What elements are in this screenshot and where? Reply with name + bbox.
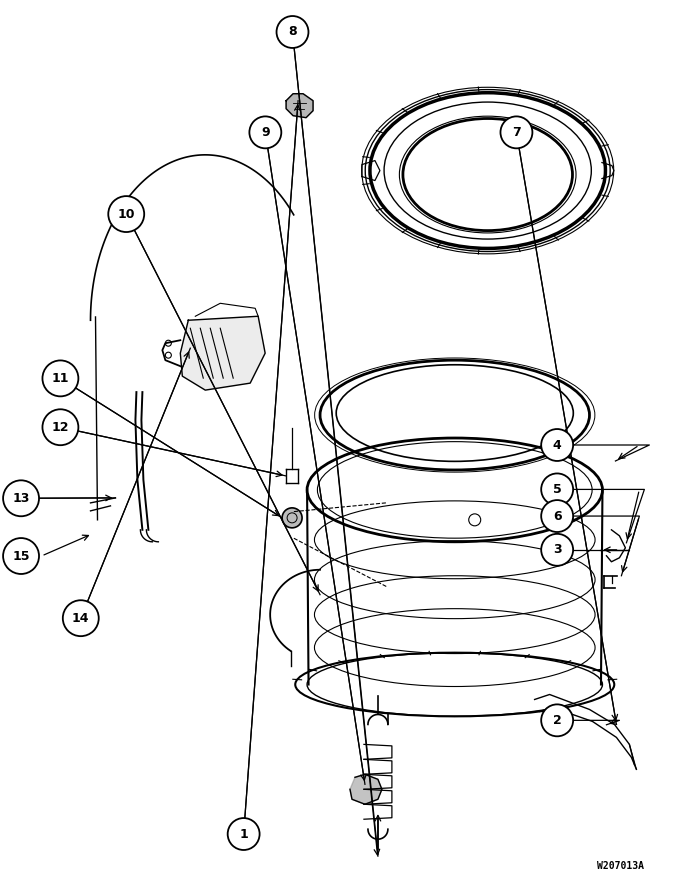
Text: 9: 9 xyxy=(261,125,270,139)
Circle shape xyxy=(63,600,99,636)
Polygon shape xyxy=(286,93,313,117)
Text: 4: 4 xyxy=(553,439,562,451)
Text: 3: 3 xyxy=(553,543,562,556)
Circle shape xyxy=(500,117,532,149)
Text: 8: 8 xyxy=(288,26,296,38)
Circle shape xyxy=(42,360,78,396)
Text: W207013A: W207013A xyxy=(597,862,645,871)
Circle shape xyxy=(228,818,260,850)
Circle shape xyxy=(541,704,573,736)
Text: 10: 10 xyxy=(118,207,135,221)
Circle shape xyxy=(541,429,573,461)
Circle shape xyxy=(282,508,302,528)
Text: 1: 1 xyxy=(239,828,248,840)
Polygon shape xyxy=(180,316,265,390)
Circle shape xyxy=(277,16,309,48)
Circle shape xyxy=(541,534,573,566)
Circle shape xyxy=(541,500,573,532)
Text: 5: 5 xyxy=(553,483,562,496)
Text: 14: 14 xyxy=(72,611,90,625)
Text: 13: 13 xyxy=(12,492,30,505)
Text: 7: 7 xyxy=(512,125,521,139)
Circle shape xyxy=(3,481,39,516)
Text: 15: 15 xyxy=(12,549,30,562)
Circle shape xyxy=(3,538,39,574)
Text: 6: 6 xyxy=(553,510,562,522)
Circle shape xyxy=(108,196,144,232)
Circle shape xyxy=(541,473,573,506)
Circle shape xyxy=(250,117,282,149)
Text: 11: 11 xyxy=(52,372,69,384)
Text: 12: 12 xyxy=(52,421,69,433)
Circle shape xyxy=(42,409,78,445)
Text: 2: 2 xyxy=(553,714,562,727)
Polygon shape xyxy=(350,774,382,805)
